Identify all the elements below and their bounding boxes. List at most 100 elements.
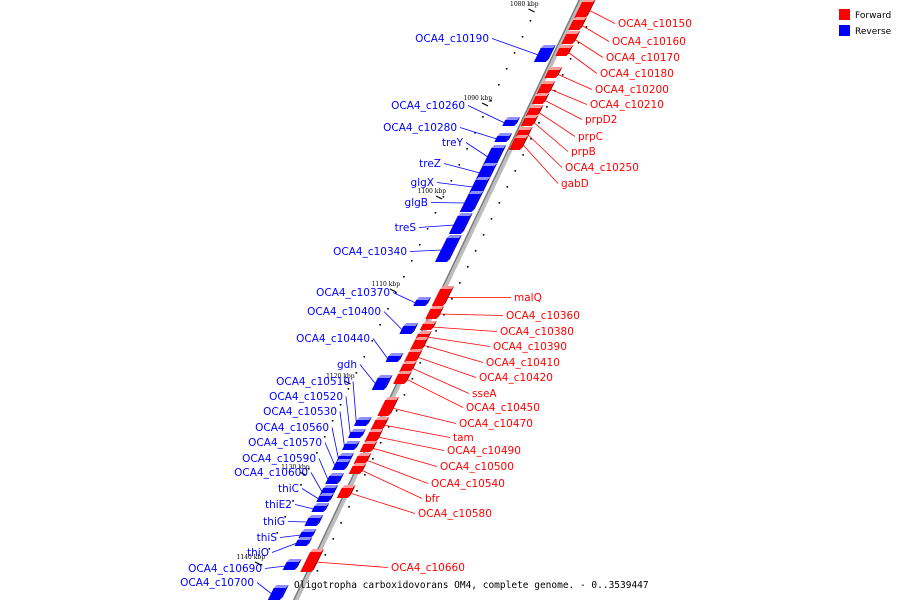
gene-label-oca4-c10400[interactable]: OCA4_c10400	[307, 306, 381, 318]
forward-gene-oca4-c10540[interactable]	[353, 453, 372, 464]
forward-gene-malq[interactable]	[431, 286, 455, 306]
forward-gene-oca4-c10160[interactable]	[568, 17, 588, 30]
gene-label-bfr[interactable]: bfr	[425, 493, 440, 505]
gene-label-oca4-c10340[interactable]: OCA4_c10340	[333, 246, 407, 258]
gene-label-oca4-c10260[interactable]: OCA4_c10260	[391, 100, 465, 112]
gene-label-oca4-c10160[interactable]: OCA4_c10160	[612, 36, 686, 48]
reverse-gene-oca4-c10590[interactable]	[325, 473, 345, 484]
gene-label-oca4-c10490[interactable]: OCA4_c10490	[447, 445, 521, 457]
gene-label-oca4-c10170[interactable]: OCA4_c10170	[606, 52, 680, 64]
forward-gene-oca4-c10180[interactable]	[555, 45, 574, 56]
forward-gene-oca4-c10410[interactable]	[409, 337, 429, 350]
reverse-gene-gdh[interactable]	[371, 375, 393, 390]
gene-label-oca4-c10410[interactable]: OCA4_c10410	[486, 357, 560, 369]
gene-label-oca4-c10580[interactable]: OCA4_c10580	[418, 508, 492, 520]
reverse-gene-glgx[interactable]	[468, 177, 491, 194]
reverse-gene-trez[interactable]	[475, 163, 498, 180]
gene-label-tres[interactable]: treS	[395, 222, 417, 234]
gene-label-thig[interactable]: thiG	[263, 516, 285, 528]
reverse-gene-oca4-c10570[interactable]	[332, 459, 352, 470]
reverse-gene-oca4-c10340[interactable]	[434, 235, 462, 262]
forward-gene-tam[interactable]	[370, 417, 390, 430]
reverse-gene-tres[interactable]	[448, 213, 473, 234]
reverse-gene-trey[interactable]	[482, 145, 507, 166]
gene-label-this[interactable]: thiS	[257, 532, 278, 544]
gene-label-gabd[interactable]: gabD	[561, 178, 589, 190]
gene-label-oca4-c10450[interactable]: OCA4_c10450	[466, 402, 540, 414]
gene-label-thio[interactable]: thiO	[247, 547, 269, 559]
forward-gene-oca4-c10450[interactable]	[393, 371, 413, 384]
gene-label-oca4-c10470[interactable]: OCA4_c10470	[459, 418, 533, 430]
forward-gene-oca4-c10200[interactable]	[544, 67, 563, 78]
gene-label-oca4-c10380[interactable]: OCA4_c10380	[500, 326, 574, 338]
gene-label-trey[interactable]: treY	[442, 137, 464, 149]
gene-label-oca4-c10390[interactable]: OCA4_c10390	[493, 341, 567, 353]
gene-label-oca4-c10690[interactable]: OCA4_c10690	[188, 563, 262, 575]
forward-gene-prpc[interactable]	[525, 105, 544, 116]
gene-label-glgb[interactable]: glgB	[405, 197, 428, 209]
reverse-gene-oca4-c10260[interactable]	[502, 117, 521, 126]
reverse-gene-oca4-c10280[interactable]	[494, 133, 513, 142]
gene-label-oca4-c10590[interactable]: OCA4_c10590	[242, 453, 316, 465]
gene-label-ssea[interactable]: sseA	[472, 388, 497, 400]
gene-label-prpc[interactable]: prpC	[578, 131, 603, 143]
gene-label-oca4-c10530[interactable]: OCA4_c10530	[263, 406, 337, 418]
reverse-gene-oca4-c10190[interactable]	[533, 45, 556, 62]
gene-label-oca4-c10420[interactable]: OCA4_c10420	[479, 372, 553, 384]
forward-gene-oca4-c10420[interactable]	[404, 349, 423, 362]
forward-gene-prpb[interactable]	[520, 115, 539, 126]
reverse-gene-oca4-c10400[interactable]	[399, 323, 419, 334]
reverse-gene-oca4-c10690[interactable]	[282, 559, 302, 570]
forward-gene-oca4-c10360[interactable]	[425, 306, 445, 319]
gene-label-oca4-c10360[interactable]: OCA4_c10360	[506, 310, 580, 322]
forward-gene-oca4-c10150[interactable]	[574, 0, 596, 18]
forward-gene-gabd[interactable]	[508, 135, 529, 150]
gene-label-oca4-c10210[interactable]: OCA4_c10210	[590, 99, 664, 111]
reverse-gene-thio[interactable]	[294, 537, 313, 546]
reverse-gene-oca4-c10530[interactable]	[342, 441, 360, 450]
reverse-gene-oca4-c10510[interactable]	[353, 417, 372, 426]
gene-label-oca4-c10510[interactable]: OCA4_c10510	[276, 376, 350, 388]
reverse-gene-thic[interactable]	[316, 493, 335, 502]
reverse-gene-glgb[interactable]	[459, 191, 484, 212]
reverse-gene-oca4-c10440[interactable]	[385, 353, 404, 362]
reverse-gene-oca4-c10700[interactable]	[267, 585, 289, 600]
gene-label-oca4-c10200[interactable]: OCA4_c10200	[595, 84, 669, 96]
forward-gene-oca4-c10660[interactable]	[300, 549, 325, 572]
forward-gene-oca4-c10170[interactable]	[561, 31, 581, 44]
gene-label-prpd2[interactable]: prpD2	[585, 114, 617, 126]
gene-label-oca4-c10440[interactable]: OCA4_c10440	[296, 333, 370, 345]
forward-gene-oca4-c10210[interactable]	[536, 81, 556, 94]
forward-gene-oca4-c10580[interactable]	[336, 485, 356, 498]
reverse-gene-thig[interactable]	[304, 515, 324, 526]
reverse-gene-thie2[interactable]	[311, 503, 330, 512]
forward-gene-ssea[interactable]	[399, 361, 418, 372]
gene-label-oca4-c10180[interactable]: OCA4_c10180	[600, 68, 674, 80]
gene-label-malq[interactable]: malQ	[514, 292, 542, 304]
forward-gene-bfr[interactable]	[348, 463, 367, 474]
gene-label-prpb[interactable]: prpB	[571, 146, 596, 158]
gene-label-oca4-c10600[interactable]: OCA4_c10600	[234, 467, 308, 479]
forward-gene-oca4-c10380[interactable]	[419, 321, 437, 330]
gene-label-tam[interactable]: tam	[453, 432, 474, 444]
forward-gene-oca4-c10490[interactable]	[364, 429, 384, 442]
gene-label-oca4-c10370[interactable]: OCA4_c10370	[316, 287, 390, 299]
gene-label-oca4-c10150[interactable]: OCA4_c10150	[618, 18, 692, 30]
forward-gene-prpd2[interactable]	[531, 93, 550, 104]
forward-gene-oca4-c10470[interactable]	[377, 397, 400, 416]
gene-label-oca4-c10500[interactable]: OCA4_c10500	[440, 461, 514, 473]
gene-label-thic[interactable]: thiC	[278, 483, 299, 495]
gene-label-glgx[interactable]: glgX	[411, 177, 434, 189]
gene-label-oca4-c10560[interactable]: OCA4_c10560	[255, 422, 329, 434]
gene-label-thie2[interactable]: thiE2	[265, 499, 292, 511]
gene-label-oca4-c10540[interactable]: OCA4_c10540	[431, 478, 505, 490]
reverse-gene-oca4-c10370[interactable]	[413, 297, 432, 306]
forward-gene-oca4-c10500[interactable]	[359, 441, 378, 452]
gene-label-oca4-c10700[interactable]: OCA4_c10700	[180, 577, 254, 589]
gene-label-trez[interactable]: treZ	[419, 158, 441, 170]
gene-label-oca4-c10190[interactable]: OCA4_c10190	[415, 33, 489, 45]
gene-label-gdh[interactable]: gdh	[337, 359, 357, 371]
reverse-gene-oca4-c10520[interactable]	[347, 429, 366, 438]
gene-label-oca4-c10570[interactable]: OCA4_c10570	[248, 437, 322, 449]
gene-label-oca4-c10660[interactable]: OCA4_c10660	[391, 562, 465, 574]
